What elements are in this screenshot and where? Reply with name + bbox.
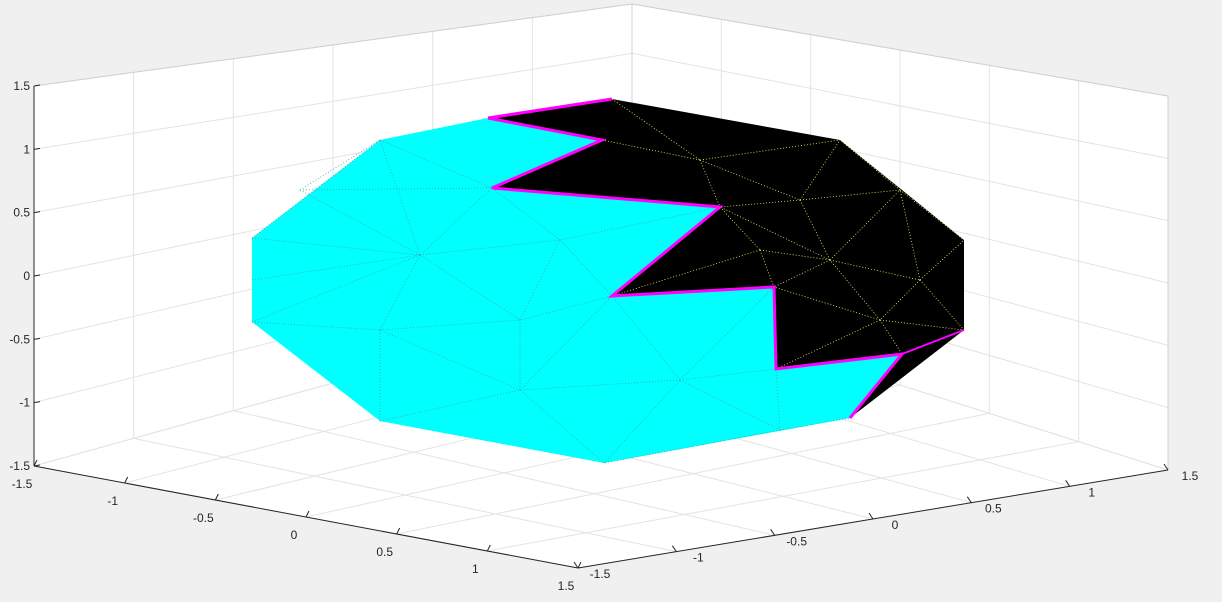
mesh-edge bbox=[759, 249, 775, 288]
mesh-edge bbox=[251, 254, 421, 323]
mesh-edge bbox=[299, 139, 381, 191]
y-tick-label: -1.5 bbox=[590, 567, 611, 581]
y-tick-mark bbox=[1065, 480, 1071, 487]
black-region bbox=[488, 99, 964, 418]
mesh-edge bbox=[719, 206, 761, 251]
y-tick-label: -0.5 bbox=[786, 534, 807, 548]
mesh-edge bbox=[773, 259, 831, 288]
mesh-edge bbox=[679, 286, 775, 381]
mesh-edge bbox=[699, 139, 841, 161]
x-tick-mark bbox=[577, 561, 582, 569]
z-tick-label: 1.5 bbox=[13, 79, 30, 93]
z-tick-label: 0 bbox=[23, 269, 30, 283]
tick-labels: -1.5 -1.5 -1.5 -1 -1 -1 -0.5 -0.5 -0.5 0 0 0 0.5 0.5 0… bbox=[9, 79, 1198, 593]
x-tick-label: -0.5 bbox=[193, 511, 214, 525]
z-tick-label: -1 bbox=[19, 396, 30, 410]
mesh-edge bbox=[299, 187, 493, 191]
mesh-edge bbox=[611, 249, 761, 297]
mesh-edge bbox=[519, 389, 605, 464]
mesh-edge bbox=[419, 239, 561, 256]
mesh-edge bbox=[879, 319, 903, 355]
z-tick-mark bbox=[33, 337, 41, 340]
x-tick-mark bbox=[486, 544, 491, 552]
x-tick-mark bbox=[124, 476, 129, 484]
mesh-edge bbox=[519, 295, 613, 321]
y-tick-mark bbox=[770, 529, 776, 536]
y-tick-label: 0 bbox=[892, 518, 899, 532]
mesh-edge bbox=[611, 295, 681, 381]
mesh-edge bbox=[879, 279, 921, 321]
x-tick-label: -1.5 bbox=[12, 477, 33, 491]
y-tick-label: 1 bbox=[1088, 485, 1095, 499]
z-tick-mark bbox=[33, 464, 41, 467]
cyan-mesh-lines bbox=[251, 139, 851, 464]
z-tick-label: -0.5 bbox=[9, 332, 30, 346]
x-tick-label: 1 bbox=[472, 562, 479, 576]
mesh-edge bbox=[559, 206, 721, 241]
mesh-edge bbox=[799, 199, 831, 261]
mesh-edge bbox=[251, 237, 421, 256]
mesh-edge bbox=[251, 254, 421, 281]
mesh-edge bbox=[491, 187, 561, 241]
region-boundary-line-lower bbox=[901, 329, 965, 355]
x-tick-label: 1.5 bbox=[558, 579, 575, 593]
y-tick-label: 1.5 bbox=[1182, 469, 1199, 483]
mesh-edge bbox=[251, 321, 381, 331]
y-tick-mark bbox=[868, 512, 874, 520]
mesh-edge bbox=[699, 159, 721, 208]
mesh-edge bbox=[379, 329, 521, 391]
y-tick-label: -1 bbox=[693, 551, 704, 565]
mesh-edge bbox=[419, 254, 521, 321]
mesh-edge bbox=[379, 254, 421, 331]
y-tick-mark bbox=[671, 545, 677, 552]
mesh-edge bbox=[379, 139, 493, 189]
mesh-edge bbox=[839, 139, 901, 191]
mesh-edge bbox=[775, 319, 881, 370]
x-tick-mark bbox=[396, 527, 401, 535]
z-tick-mark bbox=[33, 401, 41, 404]
z-tick-mark bbox=[33, 274, 41, 277]
y-tick-label: 0.5 bbox=[985, 502, 1002, 516]
mesh-edge bbox=[829, 259, 881, 321]
y-tick-mark bbox=[966, 496, 972, 503]
x-tick-label: 0 bbox=[291, 528, 298, 542]
z-tick-mark bbox=[33, 147, 41, 150]
mesh-edge bbox=[603, 379, 681, 464]
mesh-edge bbox=[679, 368, 777, 381]
mesh-edge bbox=[879, 319, 965, 331]
x-tick-label: -1 bbox=[107, 494, 118, 508]
z-tick-label: 0.5 bbox=[13, 206, 30, 220]
mesh-edge bbox=[799, 139, 841, 201]
mesh-edge bbox=[775, 368, 781, 431]
x-tick-mark bbox=[214, 493, 219, 501]
mesh-edge bbox=[379, 139, 421, 256]
mesh-edge bbox=[519, 295, 613, 391]
cyan-region bbox=[252, 118, 902, 463]
ellipsoid-surface bbox=[251, 97, 965, 464]
x-tick-mark bbox=[305, 510, 310, 518]
x-tick-label: 0.5 bbox=[376, 545, 393, 559]
mesh-edge bbox=[719, 199, 801, 208]
mesh-edge bbox=[679, 379, 781, 431]
mesh-edge bbox=[919, 279, 965, 331]
mesh-edge bbox=[773, 286, 881, 321]
region-boundary-line bbox=[487, 97, 613, 120]
z-tick-label: -1.5 bbox=[9, 459, 30, 473]
y-tick-mark bbox=[1163, 463, 1169, 471]
z-tick-label: 1 bbox=[23, 142, 30, 156]
z-tick-mark bbox=[33, 84, 41, 87]
z-tick-mark bbox=[33, 211, 41, 214]
box-back-edge bbox=[33, 3, 1169, 470]
y-tick-mark bbox=[573, 561, 579, 569]
mesh-edge bbox=[899, 189, 921, 281]
mesh-edge bbox=[419, 187, 493, 256]
mesh-edge bbox=[829, 259, 921, 281]
mesh-edge bbox=[559, 239, 613, 297]
mesh-edge bbox=[919, 239, 965, 281]
region-boundary-line-main bbox=[487, 116, 906, 419]
x-tick-mark bbox=[33, 459, 38, 467]
